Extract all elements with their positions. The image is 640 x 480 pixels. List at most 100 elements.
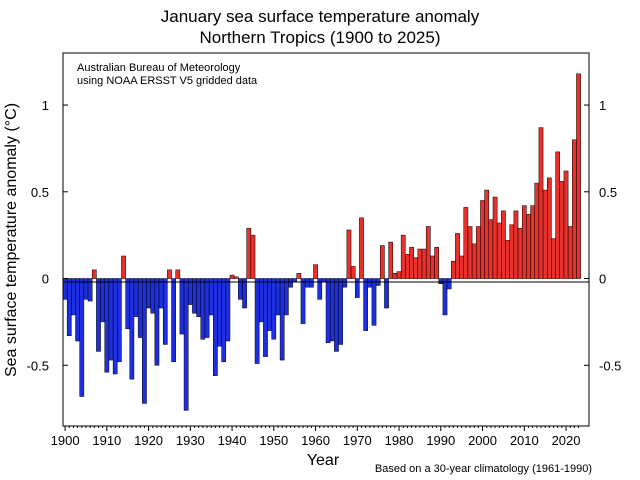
bar-2002 bbox=[488, 219, 494, 279]
bar-2021 bbox=[567, 226, 573, 279]
x-tick-label: 1930 bbox=[176, 433, 205, 448]
bar-2007 bbox=[509, 224, 515, 279]
y-tick-label-right: 0 bbox=[599, 272, 606, 287]
bar-1993 bbox=[450, 260, 456, 279]
bar-1920 bbox=[146, 278, 151, 309]
x-tick-label: 1960 bbox=[301, 433, 330, 448]
bar-1949 bbox=[267, 278, 272, 331]
x-tick-label: 1980 bbox=[385, 433, 414, 448]
bar-1965 bbox=[334, 278, 339, 352]
bar-1946 bbox=[254, 278, 260, 364]
bar-1928 bbox=[179, 278, 185, 335]
bar-1919 bbox=[142, 278, 147, 404]
bar-2004 bbox=[496, 222, 502, 279]
chart-title-line-1: January sea surface temperature anomaly bbox=[161, 7, 480, 26]
bar-1943 bbox=[242, 278, 247, 309]
bar-1969 bbox=[350, 266, 356, 279]
bar-1959 bbox=[309, 278, 314, 288]
x-tick-label: 1940 bbox=[218, 433, 247, 448]
bar-series bbox=[62, 73, 581, 411]
bar-1968 bbox=[346, 229, 352, 279]
bar-2018 bbox=[555, 151, 561, 279]
bar-1996 bbox=[463, 207, 469, 279]
bar-1962 bbox=[321, 278, 327, 283]
bar-1902 bbox=[71, 278, 76, 316]
bar-2006 bbox=[505, 240, 510, 279]
x-tick-label: 2020 bbox=[552, 433, 581, 448]
bar-1999 bbox=[476, 226, 481, 279]
bar-1953 bbox=[284, 278, 289, 316]
bar-1970 bbox=[354, 278, 360, 298]
bar-1935 bbox=[208, 278, 214, 316]
bar-1936 bbox=[213, 278, 218, 376]
bar-2015 bbox=[542, 189, 548, 279]
y-tick-label-left: 0 bbox=[42, 272, 49, 287]
bar-1939 bbox=[225, 278, 231, 342]
bar-1916 bbox=[129, 278, 135, 380]
bar-1901 bbox=[66, 278, 72, 337]
x-tick-label: 1990 bbox=[426, 433, 455, 448]
bar-1991 bbox=[442, 278, 448, 316]
y-tick-label-left: 1 bbox=[42, 98, 49, 113]
bar-1983 bbox=[409, 247, 414, 279]
x-tick-label: 2010 bbox=[510, 433, 539, 448]
bar-1961 bbox=[317, 278, 323, 300]
footnote: Based on a 30-year climatology (1961-199… bbox=[375, 463, 592, 475]
bar-1954 bbox=[288, 278, 293, 288]
bar-1909 bbox=[100, 278, 105, 323]
y-tick-label-right: 0.5 bbox=[599, 185, 617, 200]
bar-1948 bbox=[263, 278, 268, 357]
bar-2008 bbox=[513, 210, 519, 279]
bar-1913 bbox=[117, 278, 122, 363]
source-note-line-1: Australian Bureau of Meteorology bbox=[77, 62, 241, 74]
bar-2003 bbox=[492, 196, 498, 279]
bar-1927 bbox=[175, 269, 181, 279]
bar-1973 bbox=[367, 278, 373, 288]
x-tick-label: 1900 bbox=[51, 433, 80, 448]
bar-1918 bbox=[137, 278, 143, 338]
bar-1908 bbox=[96, 278, 101, 352]
bar-2016 bbox=[547, 177, 552, 279]
y-tick-label-right: 1 bbox=[599, 98, 606, 113]
bar-2022 bbox=[572, 139, 577, 279]
bar-2011 bbox=[526, 214, 531, 279]
bar-1956 bbox=[296, 273, 302, 279]
x-tick-label: 1950 bbox=[259, 433, 288, 448]
bar-1931 bbox=[192, 278, 197, 314]
bar-1955 bbox=[292, 278, 298, 283]
bar-1994 bbox=[455, 233, 460, 279]
y-tick-label-right: -0.5 bbox=[599, 358, 621, 373]
y-axis-label: Sea surface temperature anomaly (°C) bbox=[3, 103, 20, 377]
bar-1957 bbox=[300, 278, 306, 324]
bar-1979 bbox=[392, 273, 398, 279]
source-note-line-2: using NOAA ERSST V5 gridded data bbox=[77, 75, 258, 87]
bar-2013 bbox=[534, 182, 540, 279]
bar-1929 bbox=[183, 278, 189, 411]
bar-1910 bbox=[104, 278, 110, 373]
bar-1912 bbox=[112, 278, 118, 375]
bar-1933 bbox=[200, 278, 206, 340]
bar-2005 bbox=[501, 210, 506, 279]
bar-1982 bbox=[405, 254, 410, 279]
bar-2019 bbox=[559, 181, 565, 279]
bar-1964 bbox=[329, 278, 335, 342]
bar-1925 bbox=[167, 269, 172, 279]
bar-1971 bbox=[359, 217, 364, 279]
bar-1938 bbox=[221, 278, 227, 363]
plot-frame bbox=[62, 52, 590, 427]
bar-1995 bbox=[459, 255, 465, 279]
bar-1907 bbox=[91, 269, 97, 279]
bar-1984 bbox=[413, 257, 419, 279]
x-tick-label: 1910 bbox=[92, 433, 121, 448]
bar-2020 bbox=[563, 170, 569, 279]
bar-1950 bbox=[271, 278, 277, 340]
bar-1952 bbox=[279, 278, 285, 361]
bar-1963 bbox=[325, 278, 331, 343]
bar-1980 bbox=[396, 271, 402, 279]
bar-1988 bbox=[430, 255, 435, 279]
bar-1904 bbox=[79, 278, 85, 397]
bar-1915 bbox=[125, 278, 131, 330]
bar-1985 bbox=[417, 248, 423, 279]
bar-1911 bbox=[108, 278, 114, 361]
